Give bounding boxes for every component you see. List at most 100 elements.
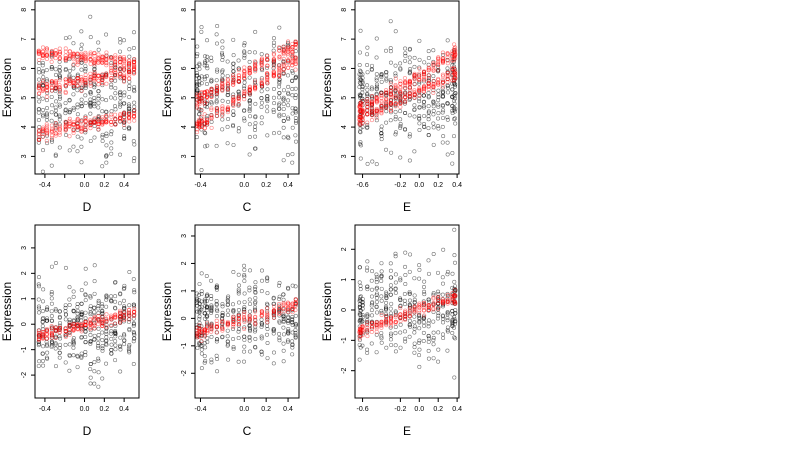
observed-point	[112, 73, 117, 78]
fitted-point	[109, 75, 114, 81]
fitted-point	[88, 75, 93, 80]
observed-point	[277, 73, 282, 78]
fitted-point	[220, 328, 225, 333]
fitted-point	[100, 54, 105, 60]
fitted-point	[63, 53, 68, 58]
fitted-point	[259, 308, 264, 314]
fitted-point	[92, 69, 97, 75]
observed-point	[127, 47, 132, 52]
fitted-point	[131, 60, 136, 65]
fitted-point	[92, 120, 97, 125]
observed-point	[126, 319, 131, 324]
fitted-point	[236, 78, 241, 83]
observed-point	[360, 96, 365, 101]
fitted-point	[247, 67, 252, 72]
observed-point	[421, 303, 426, 308]
fitted-point	[100, 317, 105, 322]
observed-point	[118, 310, 123, 315]
observed-point	[79, 318, 84, 323]
fitted-point	[63, 329, 68, 334]
fitted-point	[281, 63, 286, 68]
fitted-point	[407, 82, 412, 87]
observed-point	[236, 359, 241, 364]
fitted-point	[271, 308, 277, 313]
observed-point	[131, 316, 136, 321]
observed-point	[253, 146, 258, 151]
fitted-point	[421, 300, 426, 305]
fitted-point	[209, 94, 214, 99]
observed-point	[104, 294, 109, 299]
observed-point	[195, 97, 200, 102]
observed-point	[277, 320, 282, 325]
fitted-point	[122, 68, 127, 73]
y-tick-label: 6	[181, 66, 188, 70]
observed-point	[440, 332, 445, 337]
observed-point	[96, 341, 101, 346]
observed-point	[431, 319, 436, 324]
fitted-point	[44, 53, 49, 58]
fitted-point	[357, 104, 362, 109]
observed-point	[113, 62, 118, 67]
fitted-point	[379, 323, 384, 328]
fitted-point	[253, 69, 258, 74]
fitted-point	[83, 320, 88, 325]
fitted-point	[104, 61, 109, 66]
observed-point	[83, 310, 88, 315]
observed-point	[236, 287, 241, 292]
fitted-point	[100, 58, 105, 63]
x-tick-label: -0.2	[394, 406, 406, 413]
observed-point	[197, 112, 202, 117]
fitted-point	[205, 330, 210, 335]
fitted-point	[265, 63, 270, 68]
observed-point	[63, 309, 68, 314]
observed-point	[436, 289, 441, 294]
observed-point	[445, 329, 450, 334]
fitted-point	[293, 59, 298, 65]
observed-point	[259, 76, 264, 81]
observed-point	[452, 227, 457, 232]
fitted-point	[63, 79, 68, 84]
fitted-point	[389, 95, 394, 100]
observed-point	[242, 49, 247, 54]
observed-point	[122, 304, 127, 309]
fitted-point	[407, 306, 413, 311]
observed-point	[412, 293, 417, 298]
fitted-point	[83, 118, 88, 123]
fitted-point	[100, 76, 105, 81]
fitted-point	[49, 51, 54, 56]
observed-point	[75, 88, 80, 93]
observed-point	[417, 121, 422, 126]
fitted-point	[452, 66, 457, 71]
fitted-point	[92, 73, 97, 78]
observed-point	[122, 101, 127, 106]
observed-point	[71, 127, 76, 132]
fitted-point	[374, 109, 379, 114]
fitted-point	[231, 82, 236, 87]
observed-point	[398, 109, 403, 114]
fitted-point	[122, 64, 127, 69]
fitted-point	[40, 56, 45, 61]
observed-point	[67, 324, 72, 329]
fitted-point	[209, 125, 214, 130]
fitted-point	[113, 67, 118, 72]
observed-point	[431, 88, 436, 93]
observed-point	[202, 330, 207, 335]
observed-point	[88, 341, 93, 346]
fitted-point	[431, 68, 436, 73]
observed-point	[100, 109, 105, 114]
fitted-point	[100, 314, 105, 319]
observed-point	[365, 125, 370, 130]
observed-point	[67, 57, 72, 62]
observed-point	[281, 359, 286, 364]
fitted-point	[431, 90, 436, 95]
x-tick-label: 0.4	[452, 182, 462, 189]
observed-point	[225, 84, 230, 89]
fitted-point	[113, 117, 118, 122]
fitted-point	[271, 57, 276, 62]
fitted-point	[40, 45, 46, 50]
fitted-point	[49, 328, 54, 333]
fitted-point	[197, 323, 202, 328]
observed-point	[441, 115, 446, 120]
fitted-point	[253, 85, 258, 90]
fitted-point	[236, 76, 241, 81]
